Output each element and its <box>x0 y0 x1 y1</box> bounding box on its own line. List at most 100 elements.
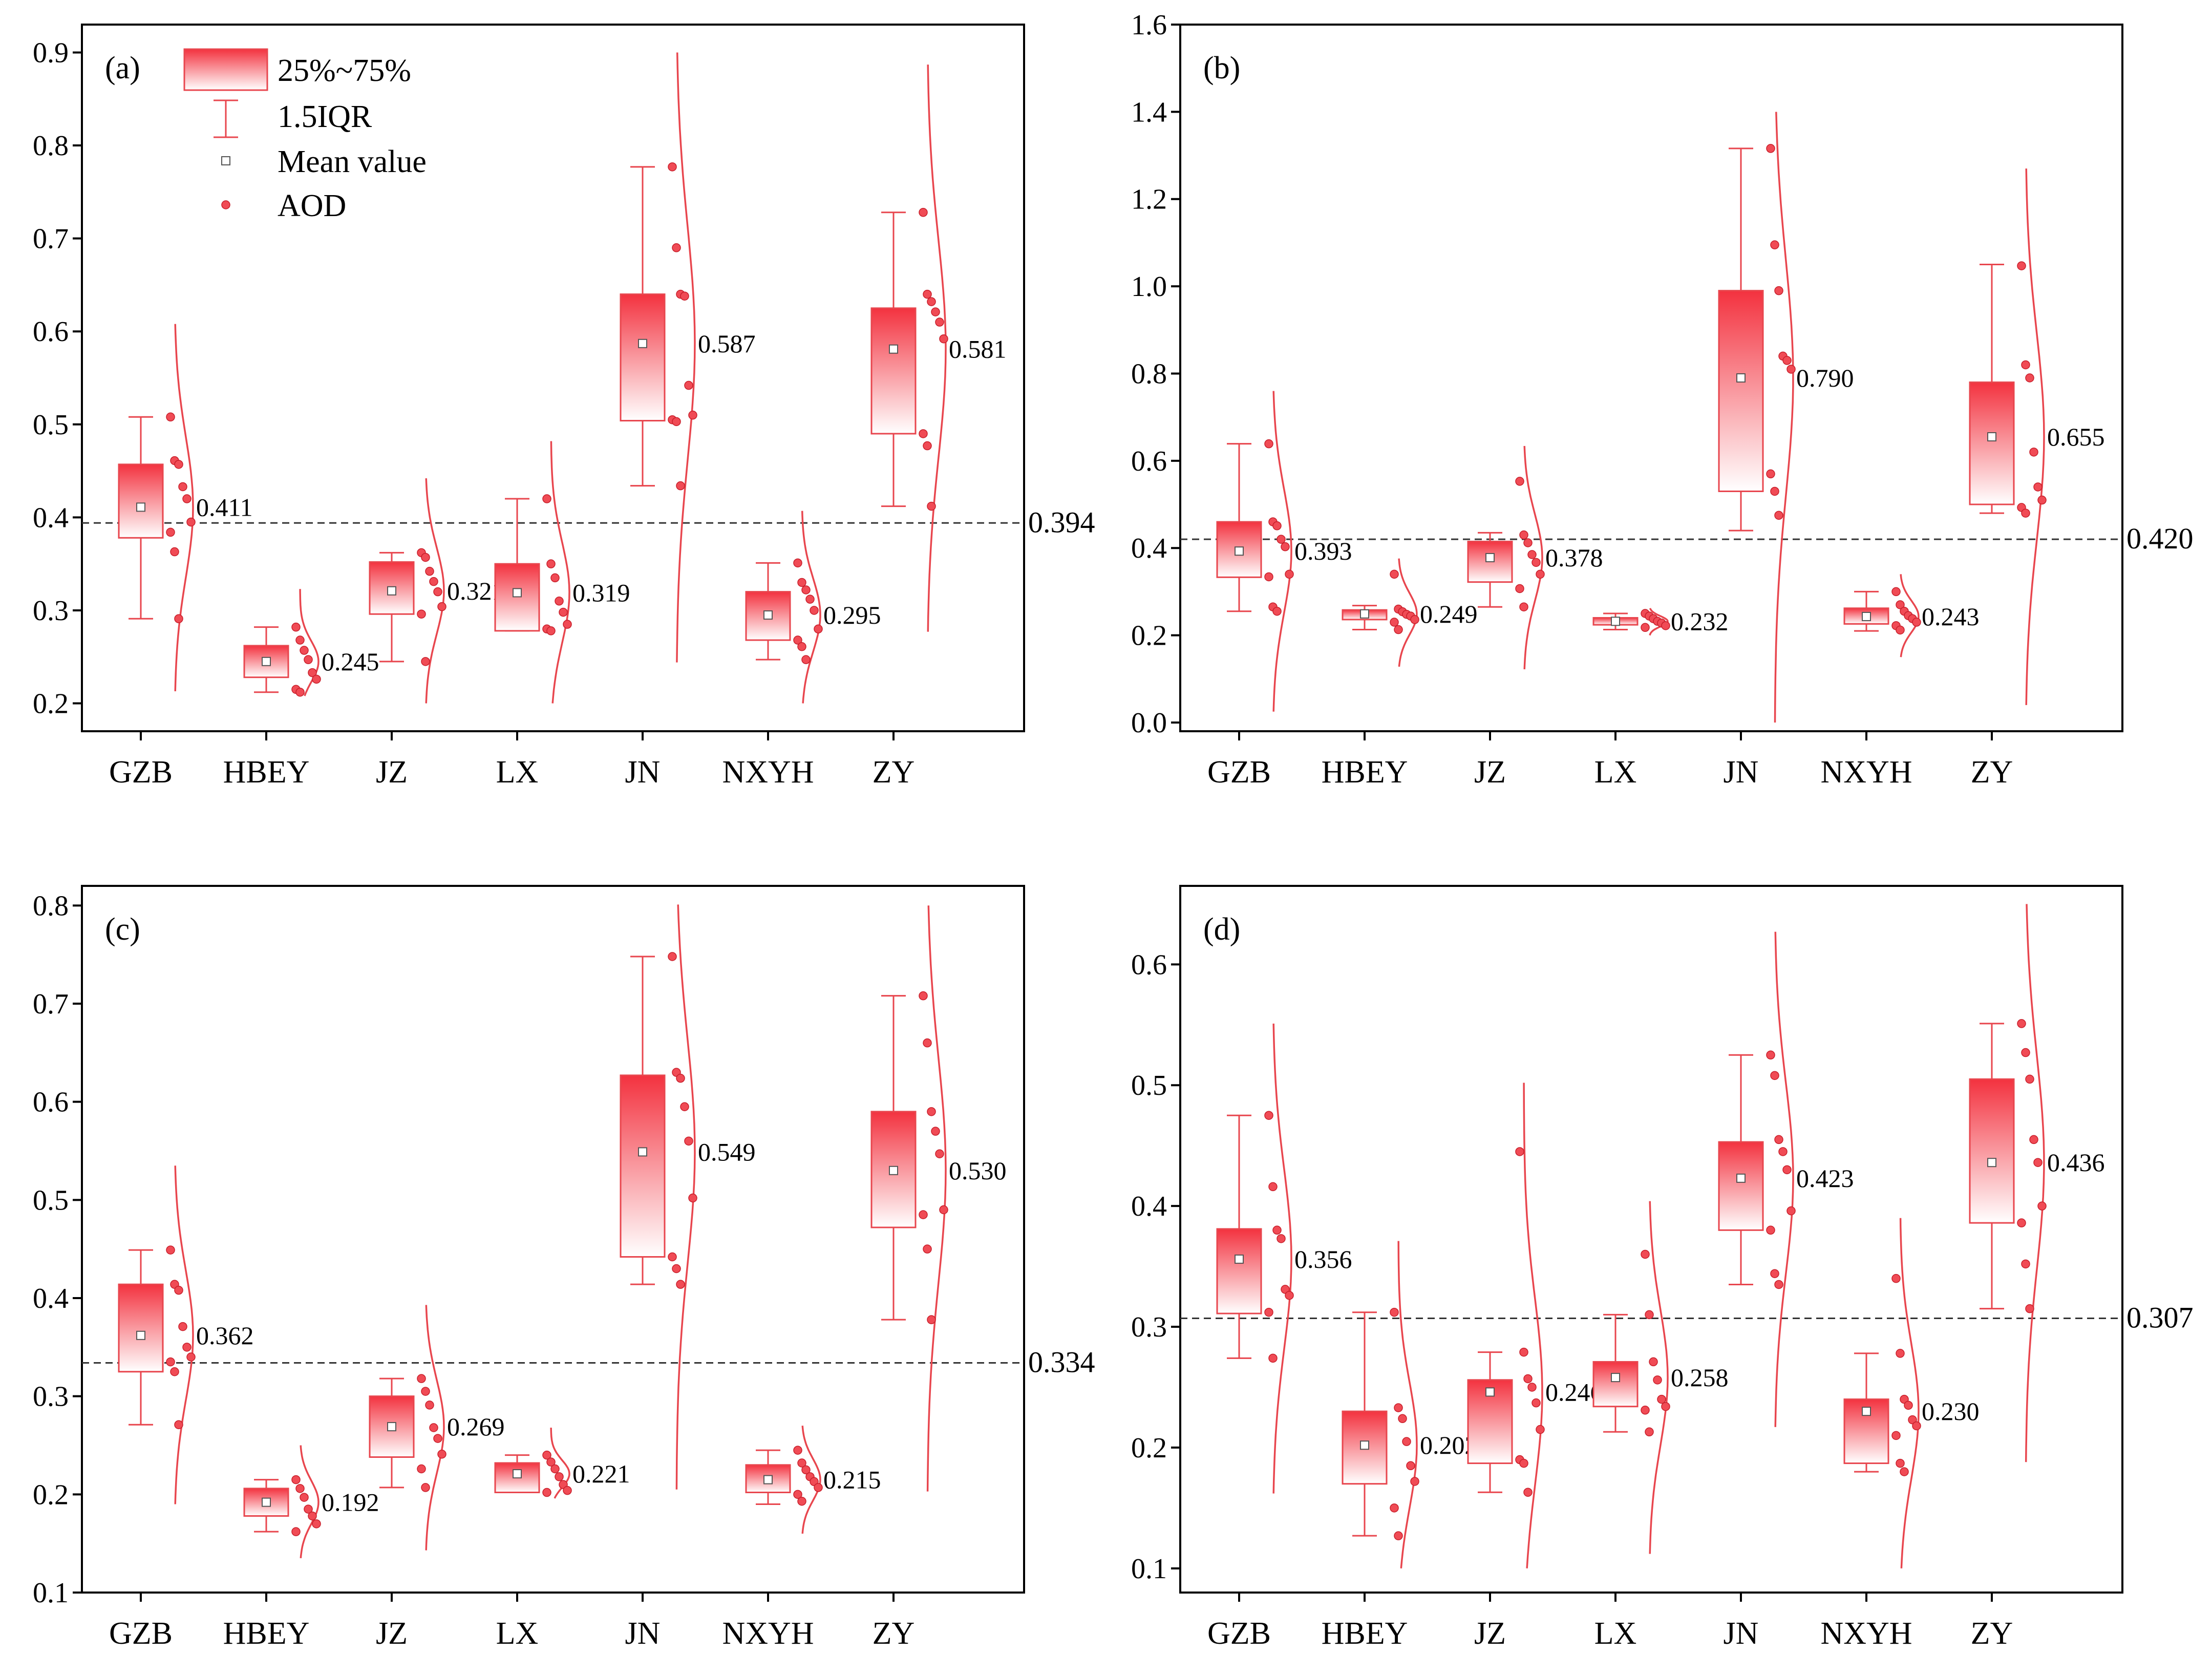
data-point <box>805 595 815 604</box>
data-point <box>2029 448 2038 457</box>
data-point <box>1398 1414 1407 1424</box>
x-tick-label: JZ <box>376 1616 408 1651</box>
density-curve <box>1774 931 1794 1427</box>
data-point <box>1264 1111 1273 1120</box>
data-point <box>1264 572 1273 582</box>
data-point <box>174 614 183 624</box>
data-point <box>1281 1285 1290 1294</box>
iqr-box <box>1718 290 1764 492</box>
data-point <box>919 208 928 217</box>
y-tick-label: 0.5 <box>33 1184 69 1216</box>
data-point <box>425 1401 434 1410</box>
data-point <box>2017 261 2026 270</box>
x-tick-label: ZY <box>1971 1616 2013 1651</box>
data-point <box>174 460 183 469</box>
x-tick-label: ZY <box>1971 755 2013 790</box>
mean-value-label: 0.192 <box>322 1488 379 1517</box>
mean-marker <box>1862 611 1871 621</box>
legend-mean-marker <box>221 156 230 165</box>
chart-panel: 0.0 0.2 0.4 0.6 0.8 1.0 1.2 1.4 1.6 GZB HBEY JZ LX JN… <box>1131 9 2194 790</box>
density-curve <box>1272 391 1292 712</box>
density-curve <box>1899 1218 1920 1568</box>
data-point <box>2033 1158 2043 1167</box>
series-gzb: 0.393 <box>1216 391 1352 712</box>
y-tick-label: 0.5 <box>33 409 69 441</box>
mean-marker <box>1736 373 1746 383</box>
series-zy: 0.655 <box>1969 168 2105 705</box>
data-point <box>2037 495 2047 505</box>
iqr-box <box>1216 1228 1262 1314</box>
x-tick-label: JN <box>625 755 661 790</box>
mean-marker <box>1235 1254 1244 1264</box>
data-point <box>312 1519 321 1529</box>
data-point <box>1766 1225 1775 1235</box>
series-hbey: 0.202 <box>1342 1241 1478 1568</box>
x-tick-label: LX <box>1594 1616 1637 1651</box>
data-point <box>1786 1206 1796 1216</box>
iqr-box <box>1843 1398 1889 1465</box>
data-point <box>1523 1488 1533 1497</box>
y-tick-label: 1.0 <box>1131 271 1167 303</box>
series-nxyh: 0.243 <box>1843 574 1980 657</box>
data-point <box>1896 600 1905 609</box>
data-point <box>1390 1503 1399 1513</box>
data-point <box>304 655 313 664</box>
mean-marker <box>1485 553 1495 562</box>
mean-value-label: 0.356 <box>1294 1245 1352 1274</box>
mean-marker <box>1987 432 1996 441</box>
mean-marker <box>763 1475 773 1484</box>
y-tick-label: 0.6 <box>33 316 69 348</box>
data-point <box>1774 1135 1783 1144</box>
x-tick-label: JN <box>625 1616 661 1651</box>
density-curve <box>1398 558 1418 667</box>
data-point <box>2021 360 2030 370</box>
mean-marker <box>513 1469 522 1479</box>
data-point <box>1390 618 1399 627</box>
series-nxyh: 0.230 <box>1843 1218 1980 1568</box>
reference-label: 0.394 <box>1028 505 1095 539</box>
iqr-box <box>369 1395 415 1458</box>
mean-marker <box>262 656 271 666</box>
data-point <box>2021 1048 2030 1057</box>
data-point <box>421 1483 430 1492</box>
density-curve <box>1397 1241 1418 1568</box>
data-point <box>1896 1458 1905 1468</box>
data-point <box>931 307 940 316</box>
data-point <box>1770 1269 1779 1278</box>
iqr-box <box>620 1074 666 1258</box>
data-point <box>1536 569 1545 579</box>
legend-mean-label: Mean value <box>278 144 427 179</box>
legend-point-marker <box>221 200 230 209</box>
data-point <box>1277 1234 1286 1243</box>
data-point <box>1519 530 1528 540</box>
data-point <box>550 1464 560 1474</box>
density-curve <box>425 478 445 704</box>
data-point <box>801 655 811 664</box>
y-tick-label: 0.1 <box>1131 1553 1167 1585</box>
mean-marker <box>1611 617 1620 626</box>
data-point <box>793 1490 802 1499</box>
x-tick-label: JZ <box>1474 755 1506 790</box>
series-jz: 0.246 <box>1467 1083 1603 1568</box>
series-jz: 0.269 <box>369 1305 505 1551</box>
series-jz: 0.321 <box>369 478 505 704</box>
mean-marker <box>1485 1387 1495 1397</box>
series-jn: 0.587 <box>620 52 756 663</box>
x-tick-label: JN <box>1724 755 1759 790</box>
data-point <box>923 289 932 299</box>
data-point <box>1519 1347 1528 1357</box>
panel-label: (b) <box>1203 51 1240 86</box>
y-tick-label: 1.2 <box>1131 184 1167 216</box>
data-point <box>797 642 806 651</box>
y-tick-label: 0.0 <box>1131 707 1167 739</box>
x-tick-label: NXYH <box>1820 755 1912 790</box>
data-point <box>919 991 928 1001</box>
series-zy: 0.581 <box>870 65 1007 632</box>
data-point <box>1390 1307 1399 1317</box>
series-jn: 0.549 <box>620 904 756 1490</box>
mean-value-label: 0.249 <box>1420 600 1478 628</box>
data-point <box>1523 538 1533 547</box>
x-tick-label: LX <box>1594 755 1637 790</box>
data-point <box>1891 1274 1901 1283</box>
data-point <box>676 1073 685 1083</box>
